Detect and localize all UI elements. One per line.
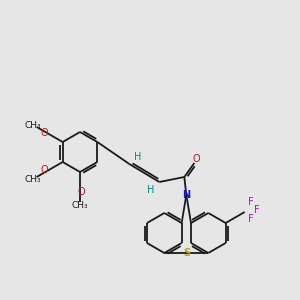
Text: F: F xyxy=(248,197,254,207)
Text: CH₃: CH₃ xyxy=(25,175,41,184)
Text: O: O xyxy=(40,165,48,175)
Text: N: N xyxy=(182,190,190,200)
Text: H: H xyxy=(134,152,141,162)
Text: S: S xyxy=(183,248,190,258)
Text: O: O xyxy=(77,187,85,197)
Text: CH₃: CH₃ xyxy=(25,121,41,130)
Text: O: O xyxy=(193,154,200,164)
Text: F: F xyxy=(254,205,260,215)
Text: F: F xyxy=(248,214,254,224)
Text: CH₃: CH₃ xyxy=(72,202,88,211)
Text: O: O xyxy=(40,128,48,138)
Text: H: H xyxy=(147,185,154,195)
